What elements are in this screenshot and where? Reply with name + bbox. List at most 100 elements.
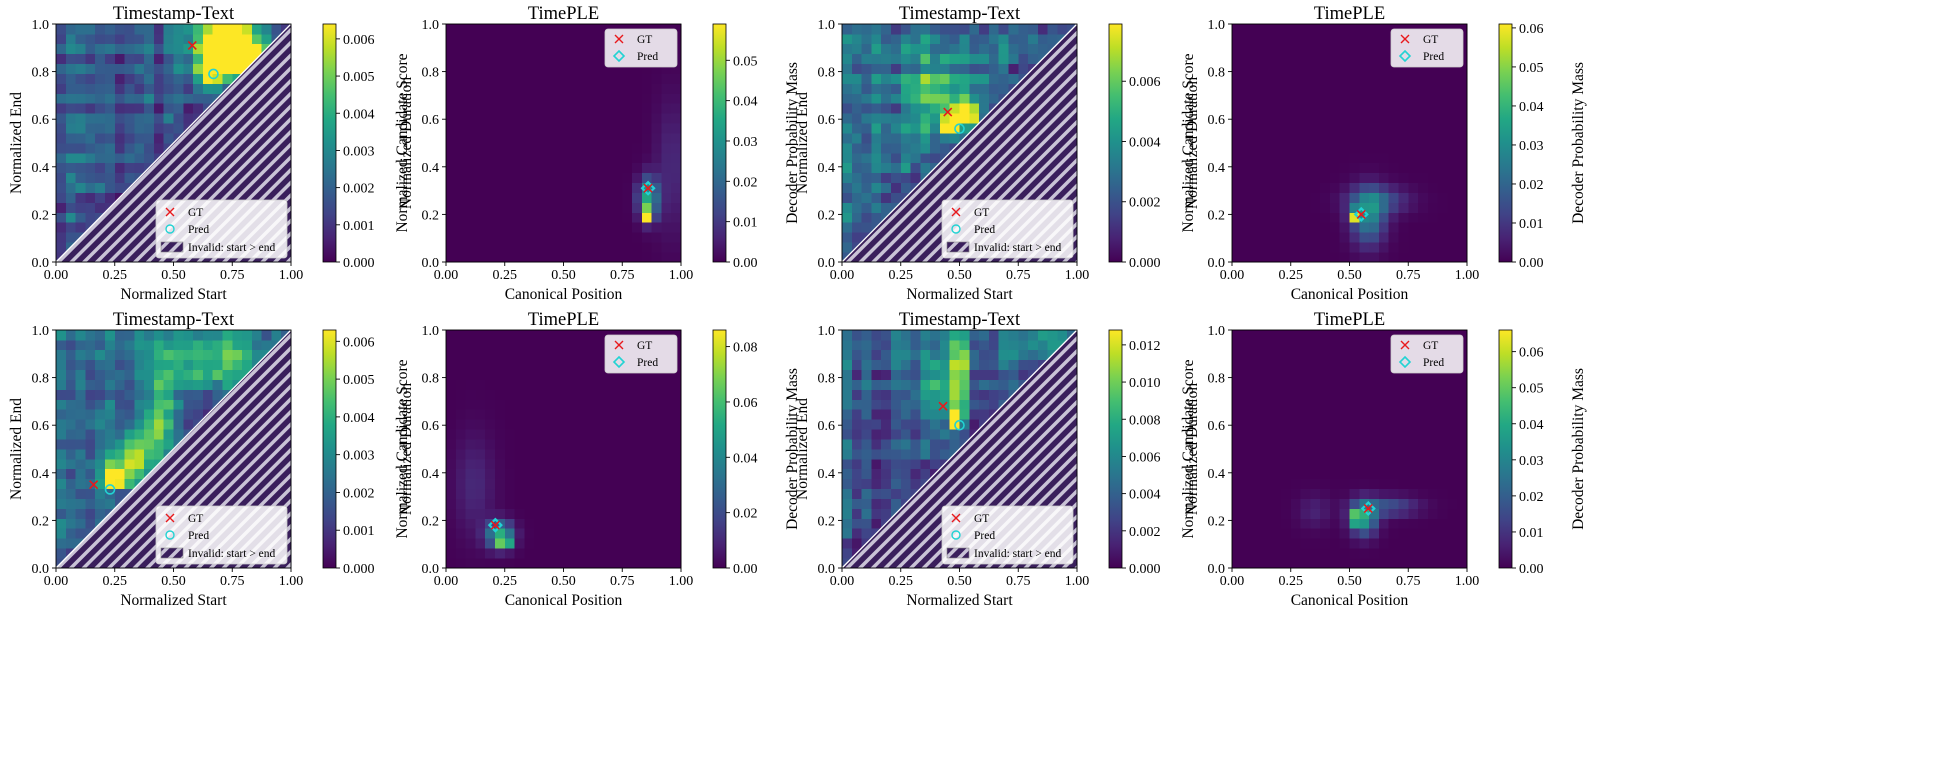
heatmap-cell [1428,409,1438,419]
heatmap-cell [1398,193,1408,203]
heatmap-cell [534,133,544,143]
heatmap-cell [222,24,232,34]
heatmap-cell [1281,133,1291,143]
heatmap-cell [1242,380,1252,390]
heatmap-cell [642,409,652,419]
heatmap-cell [881,103,891,113]
heatmap-cell [1242,509,1252,519]
heatmap-cell [612,183,622,193]
heatmap-cell [1389,518,1399,528]
heatmap-cell [1242,242,1252,252]
heatmap-cell [144,409,154,419]
heatmap-cell [881,439,891,449]
heatmap-cell [1281,103,1291,113]
heatmap-cell [950,340,960,350]
heatmap-cell [524,459,534,469]
heatmap-cell [544,399,554,409]
heatmap-cell [495,64,505,74]
heatmap-cell [593,538,603,548]
heatmap-cell [911,103,921,113]
heatmap-cell [612,103,622,113]
heatmap-cell [515,518,525,528]
heatmap-cell [969,44,979,54]
heatmap-cell [1379,84,1389,94]
heatmap-cell [960,64,970,74]
heatmap-cell [603,252,613,262]
heatmap-cell [671,74,681,84]
heatmap-cell [446,173,456,183]
heatmap-cell [1320,390,1330,400]
heatmap-cell [1408,203,1418,213]
heatmap-cell [466,143,476,153]
heatmap-cell [56,449,66,459]
heatmap-cell [1271,74,1281,84]
heatmap-cell [593,44,603,54]
heatmap-cell [534,222,544,232]
heatmap-cell [871,459,881,469]
heatmap-cell [852,212,862,222]
heatmap-cell [652,74,662,84]
heatmap-cell [1359,242,1369,252]
heatmap-cell [573,143,583,153]
heatmap-cell [1330,399,1340,409]
heatmap-cell [1359,54,1369,64]
heatmap-cell [485,459,495,469]
heatmap-cell [505,153,515,163]
y-tick-label: 0.0 [422,256,440,271]
heatmap-cell [134,123,144,133]
heatmap-cell [1261,252,1271,262]
heatmap-cell [862,439,872,449]
heatmap-cell [232,34,242,44]
heatmap-cell [564,123,574,133]
heatmap-cell [999,24,1009,34]
heatmap-cell [901,390,911,400]
heatmap-cell [495,232,505,242]
heatmap-cell [911,419,921,429]
heatmap-cell [1281,143,1291,153]
heatmap-cell [930,340,940,350]
heatmap-cell [622,74,632,84]
heatmap-cell [515,479,525,489]
heatmap-cell [911,24,921,34]
heatmap-cell [524,360,534,370]
heatmap-cell [1310,419,1320,429]
heatmap-cell [164,419,174,429]
heatmap-cell [95,340,105,350]
heatmap-cell [115,439,125,449]
heatmap-cell [115,163,125,173]
heatmap-cell [881,44,891,54]
heatmap-cell [1398,153,1408,163]
heatmap-cell [76,469,86,479]
heatmap-cell [1350,350,1360,360]
heatmap-cell [564,538,574,548]
heatmap-cell [446,24,456,34]
heatmap-cell [524,74,534,84]
heatmap-cell [901,459,911,469]
x-tick-label: 0.75 [1006,268,1031,283]
heatmap-cell [56,350,66,360]
heatmap-cell [1350,123,1360,133]
heatmap-cell [515,133,525,143]
heatmap-cell [1252,439,1262,449]
heatmap-cell [456,242,466,252]
heatmap-cell [852,380,862,390]
y-tick-label: 0.2 [818,514,836,529]
heatmap-cell [920,370,930,380]
heatmap-cell [164,133,174,143]
heatmap-cell [862,409,872,419]
heatmap-cell [95,350,105,360]
heatmap-cell [56,360,66,370]
heatmap-cell [524,439,534,449]
heatmap-cell [505,399,515,409]
heatmap-cell [105,350,115,360]
heatmap-cell [911,340,921,350]
heatmap-cell [979,34,989,44]
heatmap-cell [593,74,603,84]
heatmap-cell [842,74,852,84]
heatmap-cell [193,390,203,400]
heatmap-cell [1369,242,1379,252]
heatmap-cell [960,360,970,370]
heatmap-cell [603,380,613,390]
heatmap-cell [56,163,66,173]
heatmap-cell [495,340,505,350]
